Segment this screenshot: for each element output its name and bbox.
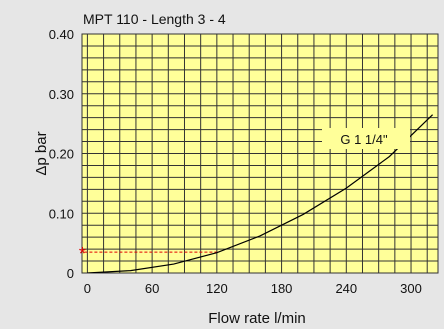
y-axis-label: Δp bar [33, 131, 50, 175]
x-tick-label: 180 [271, 281, 293, 296]
grid [82, 34, 438, 273]
x-tick-label: 0 [84, 281, 91, 296]
y-tick-label: 0.40 [49, 27, 74, 42]
plot-border [81, 33, 439, 274]
series-label-text: G 1 1/4" [340, 132, 388, 147]
x-tick-label: 240 [335, 281, 357, 296]
x-tick-label: 60 [145, 281, 159, 296]
x-tick-label: 300 [400, 281, 422, 296]
y-tick-label: 0.10 [49, 206, 74, 221]
marker-star: * [79, 244, 86, 264]
y-tick-label: 0 [67, 266, 74, 281]
series-label: G 1 1/4" [322, 128, 410, 149]
y-tick-label: 0.30 [49, 87, 74, 102]
series-label-bg [322, 128, 410, 149]
x-axis-label: Flow rate l/min [208, 310, 306, 327]
series-line [87, 114, 434, 273]
x-tick-label: 120 [206, 281, 228, 296]
y-tick-label: 0.20 [49, 147, 74, 162]
chart-title: MPT 110 - Length 3 - 4 [83, 11, 226, 27]
